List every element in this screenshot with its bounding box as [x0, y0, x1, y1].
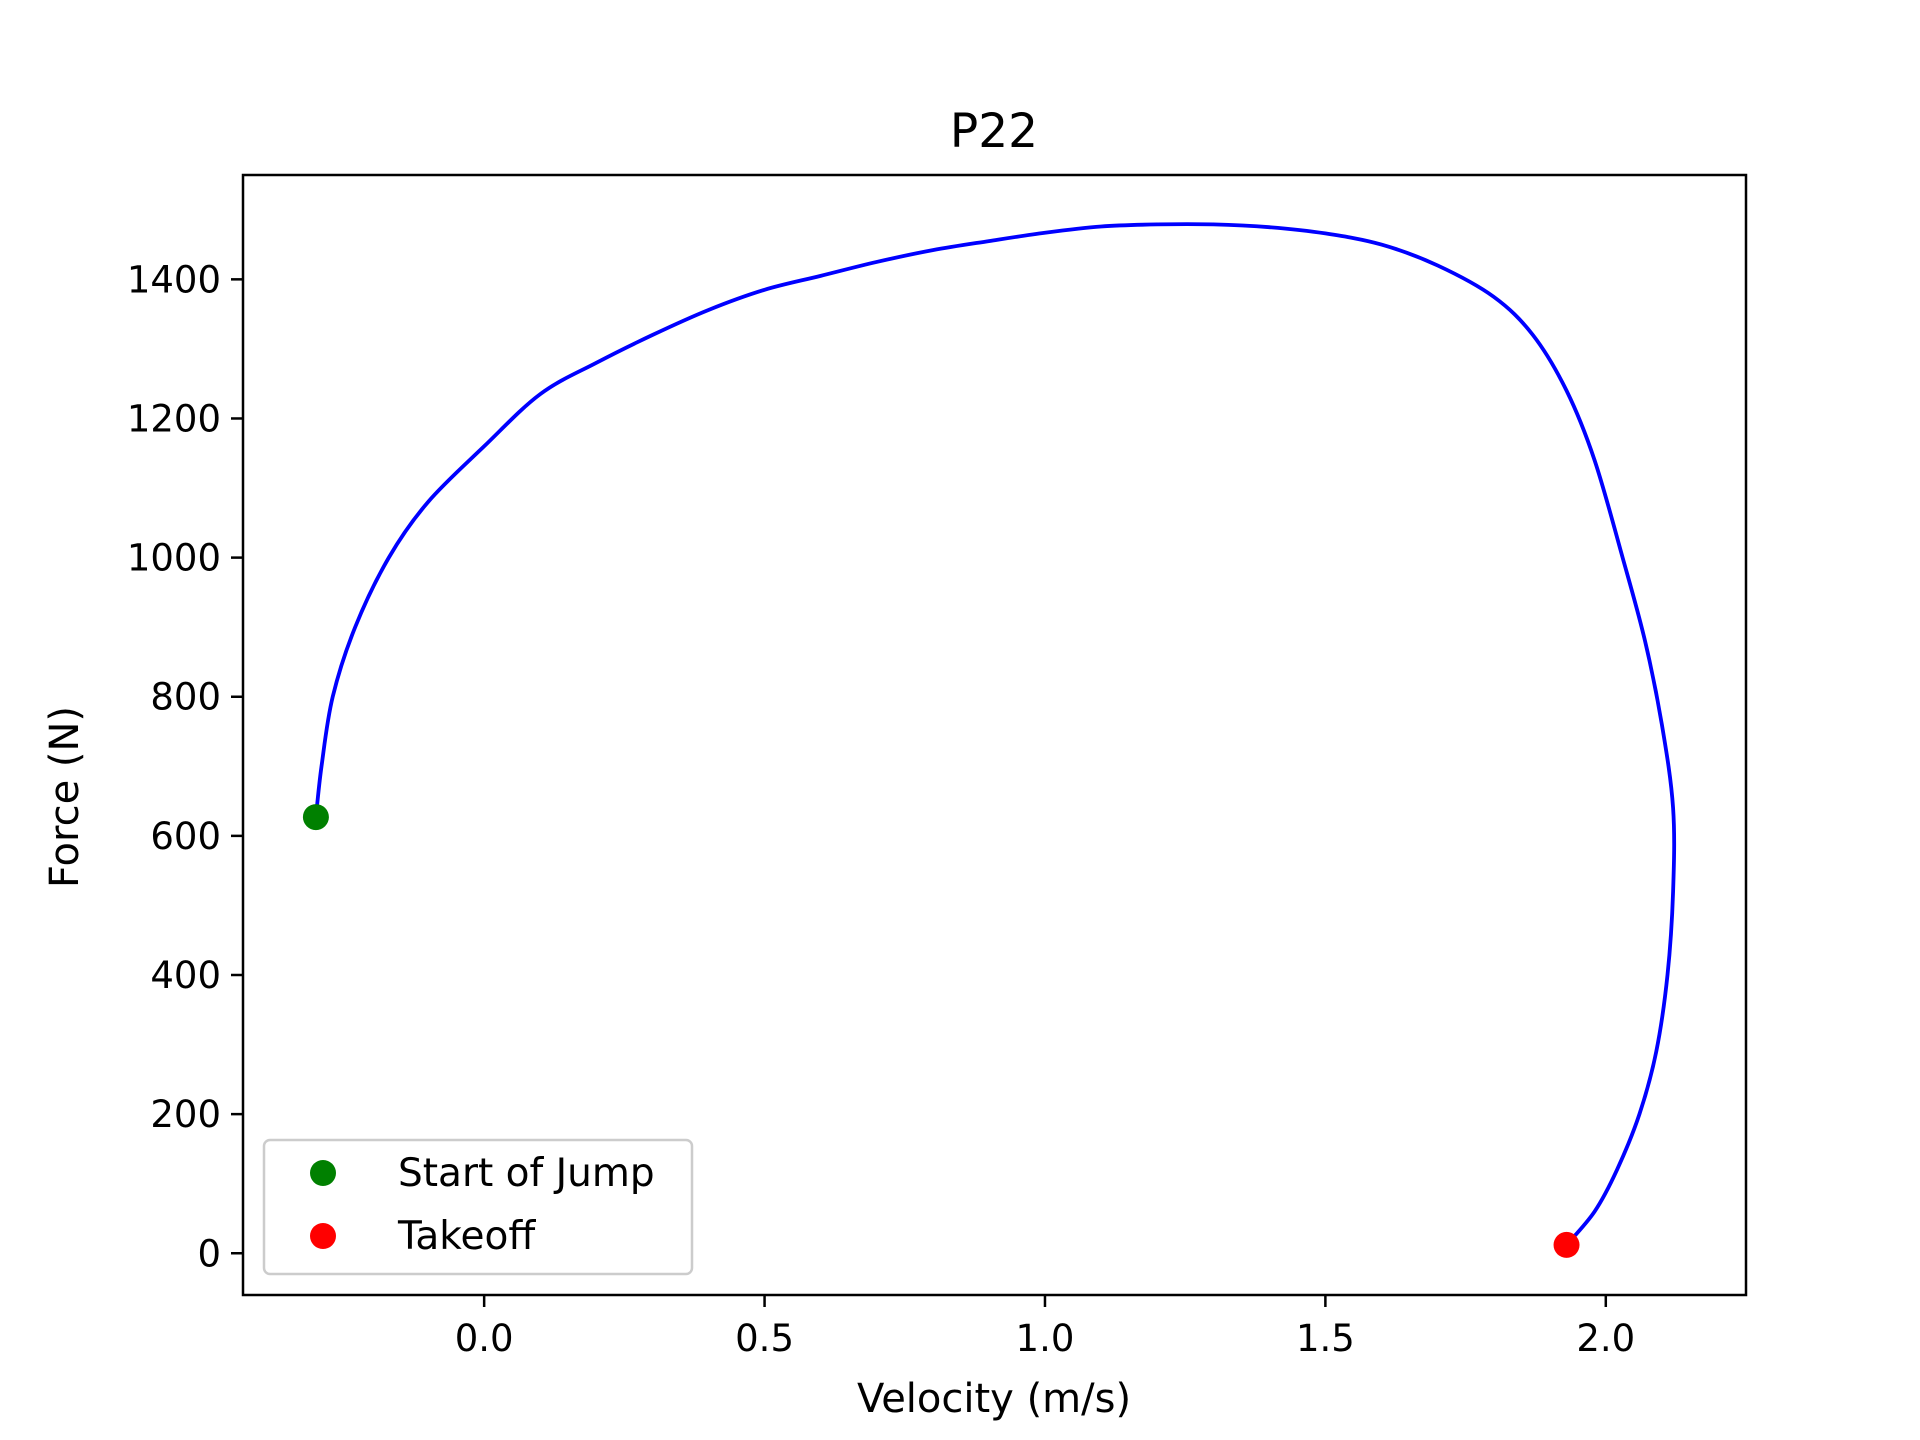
legend-marker-start-of-jump	[310, 1160, 336, 1186]
x-axis-label: Velocity (m/s)	[857, 1376, 1131, 1422]
legend-label-takeoff: Takeoff	[397, 1214, 536, 1259]
start-of-jump-marker	[302, 804, 329, 831]
plot-area	[302, 222, 1677, 1258]
x-tick-label: 1.5	[1296, 1317, 1355, 1360]
legend-frame	[262, 1138, 694, 1276]
legend-label-start-of-jump: Start of Jump	[398, 1151, 655, 1196]
x-tick-label: 0.0	[455, 1317, 514, 1360]
y-axis-label: Force (N)	[42, 706, 88, 888]
y-tick-label: 0	[197, 1232, 221, 1275]
y-axis-ticks: 0 200 400 600 800 1000 1200 1400	[127, 258, 243, 1275]
y-tick-label: 200	[150, 1093, 221, 1136]
y-tick-label: 800	[150, 676, 221, 719]
x-tick-label: 2.0	[1576, 1317, 1635, 1360]
legend: Start of Jump Takeoff	[262, 1138, 694, 1276]
chart-title: P22	[950, 104, 1038, 159]
y-tick-label: 1400	[127, 258, 221, 301]
plot-frame	[241, 173, 1748, 1297]
x-tick-label: 1.0	[1016, 1317, 1075, 1360]
takeoff-marker	[1553, 1231, 1580, 1258]
y-tick-label: 600	[150, 815, 221, 858]
legend-marker-takeoff	[310, 1223, 336, 1249]
y-tick-label: 1200	[127, 397, 221, 440]
force-velocity-curve	[314, 222, 1677, 1247]
y-tick-label: 400	[150, 954, 221, 997]
x-tick-label: 0.5	[735, 1317, 794, 1360]
y-tick-label: 1000	[127, 537, 221, 580]
x-axis-ticks: 0.0 0.5 1.0 1.5 2.0	[455, 1295, 1635, 1360]
